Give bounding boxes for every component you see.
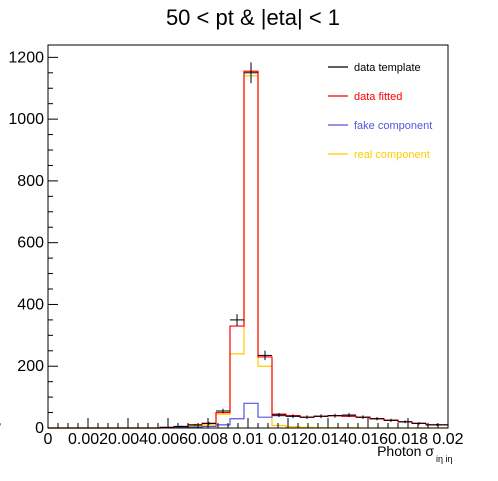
legend-label-data-fitted: data fitted xyxy=(354,91,402,103)
x-axis-label-subscript: iη iη xyxy=(436,454,453,464)
y-tick-label-5: 1000 xyxy=(8,111,44,128)
x-tick-label-3: 0.006 xyxy=(148,431,188,448)
x-tick-label-2: 0.004 xyxy=(108,431,148,448)
x-tick-label-1: 0.002 xyxy=(68,431,108,448)
y-tick-label-0: 0 xyxy=(35,420,44,437)
x-tick-label-0: 0 xyxy=(44,431,53,448)
x-tick-label-9: 0.018 xyxy=(388,431,428,448)
legend-label-real-component: real component xyxy=(354,149,430,161)
y-tick-label-2: 400 xyxy=(17,296,44,313)
y-tick-label-4: 800 xyxy=(17,173,44,190)
x-tick-label-5: 0.01 xyxy=(232,431,263,448)
chart-title: 50 < pt & |eta| < 1 xyxy=(166,5,340,30)
x-tick-label-7: 0.014 xyxy=(308,431,348,448)
x-tick-label-8: 0.016 xyxy=(348,431,388,448)
x-tick-label-6: 0.012 xyxy=(268,431,308,448)
legend: data template data fitted fake component re… xyxy=(328,62,432,161)
y-tick-label-1: 200 xyxy=(17,358,44,375)
x-axis-label: Photon σ xyxy=(377,443,434,459)
series-layer xyxy=(0,62,449,429)
legend-label-fake-component: fake component xyxy=(354,120,432,132)
y-tick-label-3: 600 xyxy=(17,235,44,252)
x-tick-label-10: 0.02 xyxy=(432,431,463,448)
y-tick-label-6: 1200 xyxy=(8,49,44,66)
legend-label-data-template: data template xyxy=(354,62,421,74)
x-tick-label-4: 0.008 xyxy=(188,431,228,448)
